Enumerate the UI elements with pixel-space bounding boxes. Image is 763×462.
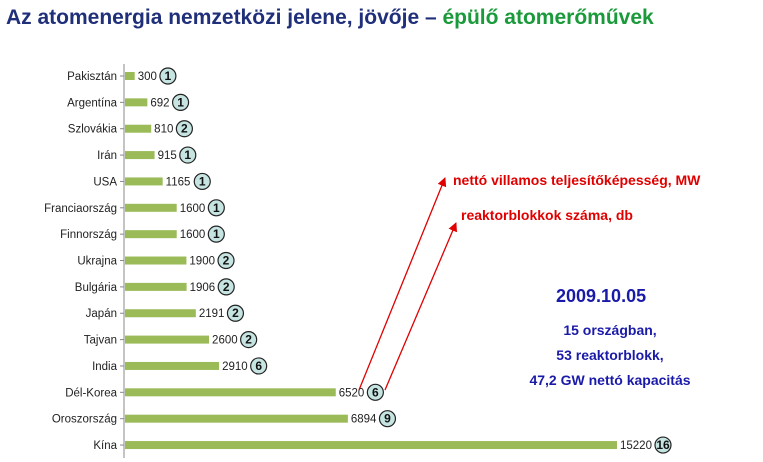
summary-capacity: 47,2 GW nettó kapacitás: [529, 372, 691, 388]
value-label: 6894: [351, 414, 377, 426]
value-label: 2600: [212, 335, 238, 347]
bar: [125, 282, 187, 291]
bar: [125, 256, 187, 265]
arrow-capacity: [358, 177, 447, 391]
count-label: 6: [255, 359, 262, 373]
count-label: 2: [232, 306, 239, 320]
value-label: 300: [138, 71, 157, 83]
bar: [125, 361, 220, 370]
category-label: USA: [93, 176, 117, 188]
bar: [125, 203, 177, 212]
count-label: 1: [177, 95, 184, 109]
category-label: Finnország: [60, 229, 117, 241]
count-label: 2: [223, 254, 230, 268]
count-badge: [193, 172, 211, 191]
bar: [125, 441, 617, 450]
count-badge: [378, 410, 397, 428]
value-label: 1165: [166, 176, 191, 188]
count-label: 1: [199, 174, 206, 188]
count-label: 1: [184, 148, 191, 162]
category-label: Szlovákia: [68, 124, 118, 136]
bar: [125, 98, 148, 107]
value-label: 6520: [339, 387, 365, 399]
bar: [125, 388, 336, 397]
count-label: 2: [181, 122, 188, 136]
value-label: 1600: [180, 229, 206, 241]
bar: [125, 335, 210, 344]
count-badge: [179, 146, 197, 164]
summary-countries: 15 országban,: [563, 322, 657, 338]
category-label: Oroszország: [52, 414, 117, 426]
summary-date: 2009.10.05: [556, 286, 647, 306]
count-label: 9: [384, 412, 391, 426]
count-badge: [171, 93, 190, 111]
count-label: 6: [372, 385, 379, 399]
title-accent: épülő atomerőművek: [442, 6, 654, 29]
category-label: Argentína: [67, 97, 117, 109]
value-label: 2191: [199, 308, 225, 320]
bar: [125, 151, 155, 160]
category-label: Tajvan: [84, 335, 117, 347]
count-badge: [207, 225, 225, 243]
bar: [125, 309, 196, 318]
category-label: Kína: [93, 440, 117, 452]
value-label: 692: [150, 97, 169, 109]
count-badge: [217, 278, 235, 296]
count-badge: [226, 304, 245, 322]
bar: [125, 72, 135, 80]
count-label: 2: [245, 333, 252, 347]
count-badge: [250, 357, 268, 375]
category-label: Pakisztán: [67, 71, 117, 83]
category-label: Dél-Korea: [65, 387, 117, 399]
category-label: India: [92, 361, 118, 373]
value-label: 1600: [180, 203, 206, 215]
arrow-blocks: [384, 222, 457, 391]
summary-reactors: 53 reaktorblokk,: [556, 347, 664, 363]
count-badge: [159, 67, 177, 85]
count-badge: [217, 251, 235, 270]
count-badge: [207, 199, 225, 217]
bar: [125, 230, 177, 239]
bar: [125, 414, 348, 423]
bar: [125, 124, 152, 133]
category-label: Irán: [97, 150, 117, 162]
count-badge: [654, 436, 672, 454]
legend-blocks: reaktorblokkok száma, db: [461, 207, 633, 223]
value-label: 810: [154, 124, 173, 136]
count-badge: [240, 331, 258, 349]
category-label: Bulgária: [75, 282, 118, 294]
count-label: 16: [656, 438, 670, 452]
value-label: 1900: [189, 256, 215, 268]
count-label: 1: [165, 69, 172, 83]
title-main: Az atomenergia nemzetközi jelene, jövője…: [6, 6, 443, 29]
count-badge: [366, 383, 384, 401]
value-label: 2910: [222, 361, 248, 373]
count-label: 1: [213, 227, 220, 241]
value-label: 15220: [620, 440, 652, 452]
value-label: 915: [158, 150, 177, 162]
count-label: 1: [213, 201, 220, 215]
category-label: Ukrajna: [77, 256, 117, 268]
legend-capacity: nettó villamos teljesítőképesség, MW: [453, 172, 701, 188]
count-label: 2: [223, 280, 230, 294]
bar: [125, 177, 163, 186]
slide-title: Az atomenergia nemzetközi jelene, jövője…: [6, 6, 654, 30]
value-label: 1906: [190, 282, 216, 294]
count-badge: [175, 120, 193, 138]
category-label: Franciaország: [44, 203, 117, 215]
category-label: Japán: [86, 308, 117, 320]
